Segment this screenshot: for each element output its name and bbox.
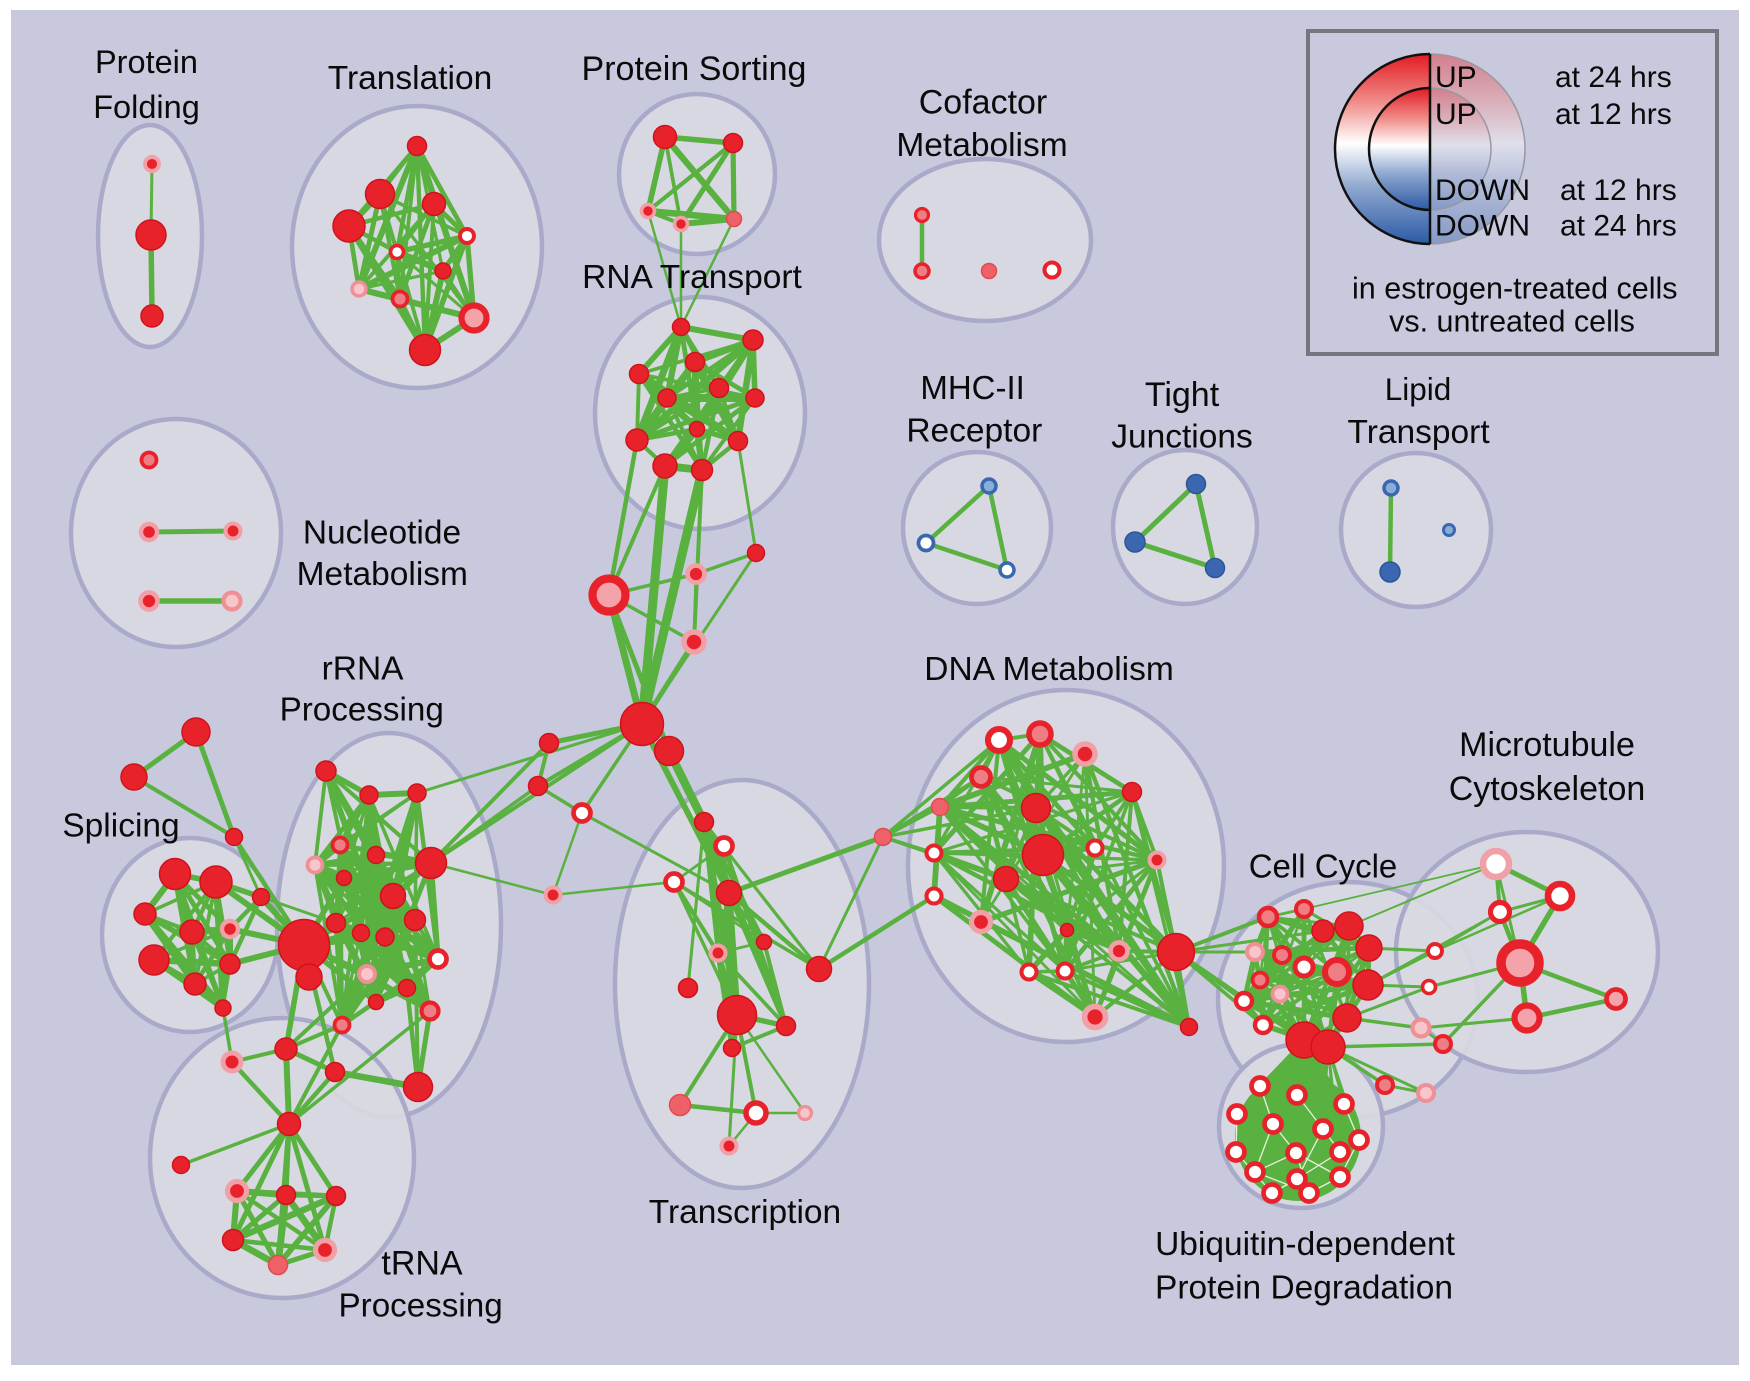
svg-text:Metabolism: Metabolism (297, 556, 468, 593)
svg-text:MHC-II: MHC-II (920, 369, 1024, 406)
svg-text:Cytoskeleton: Cytoskeleton (1449, 770, 1646, 808)
svg-text:Transport: Transport (1348, 414, 1491, 451)
svg-text:Receptor: Receptor (906, 412, 1042, 449)
svg-text:RNA Transport: RNA Transport (582, 259, 802, 296)
svg-text:at 24 hrs: at 24 hrs (1560, 210, 1677, 243)
svg-text:Nucleotide: Nucleotide (303, 514, 461, 551)
svg-text:Microtubule: Microtubule (1459, 726, 1635, 764)
svg-text:Protein Degradation: Protein Degradation (1155, 1269, 1453, 1306)
svg-text:DOWN: DOWN (1435, 210, 1530, 243)
svg-text:Processing: Processing (339, 1288, 503, 1325)
svg-text:at 12 hrs: at 12 hrs (1560, 174, 1677, 207)
svg-text:Cofactor: Cofactor (919, 84, 1048, 122)
svg-text:Cell Cycle: Cell Cycle (1249, 848, 1398, 885)
svg-text:UP: UP (1435, 98, 1477, 131)
svg-text:Lipid: Lipid (1385, 371, 1452, 407)
svg-text:Junctions: Junctions (1111, 419, 1253, 456)
svg-text:Translation: Translation (328, 60, 492, 97)
svg-text:tRNA: tRNA (381, 1244, 463, 1282)
svg-text:Protein: Protein (95, 44, 198, 80)
svg-text:Processing: Processing (280, 692, 444, 729)
svg-text:UP: UP (1435, 61, 1477, 94)
svg-text:Tight: Tight (1145, 376, 1220, 414)
svg-text:Splicing: Splicing (62, 808, 179, 845)
svg-text:DNA Metabolism: DNA Metabolism (924, 651, 1173, 688)
svg-text:DOWN: DOWN (1435, 174, 1530, 207)
svg-text:Transcription: Transcription (649, 1194, 841, 1231)
svg-text:at 12 hrs: at 12 hrs (1555, 98, 1672, 131)
svg-text:in estrogen-treated cells: in estrogen-treated cells (1352, 272, 1678, 306)
svg-text:Metabolism: Metabolism (896, 127, 1067, 164)
svg-text:vs. untreated cells: vs. untreated cells (1389, 305, 1635, 339)
svg-text:at 24 hrs: at 24 hrs (1555, 61, 1672, 94)
svg-text:Folding: Folding (93, 89, 200, 125)
svg-text:rRNA: rRNA (322, 650, 405, 687)
svg-text:Protein Sorting: Protein Sorting (582, 50, 807, 88)
svg-text:Ubiquitin-dependent: Ubiquitin-dependent (1155, 1226, 1456, 1263)
